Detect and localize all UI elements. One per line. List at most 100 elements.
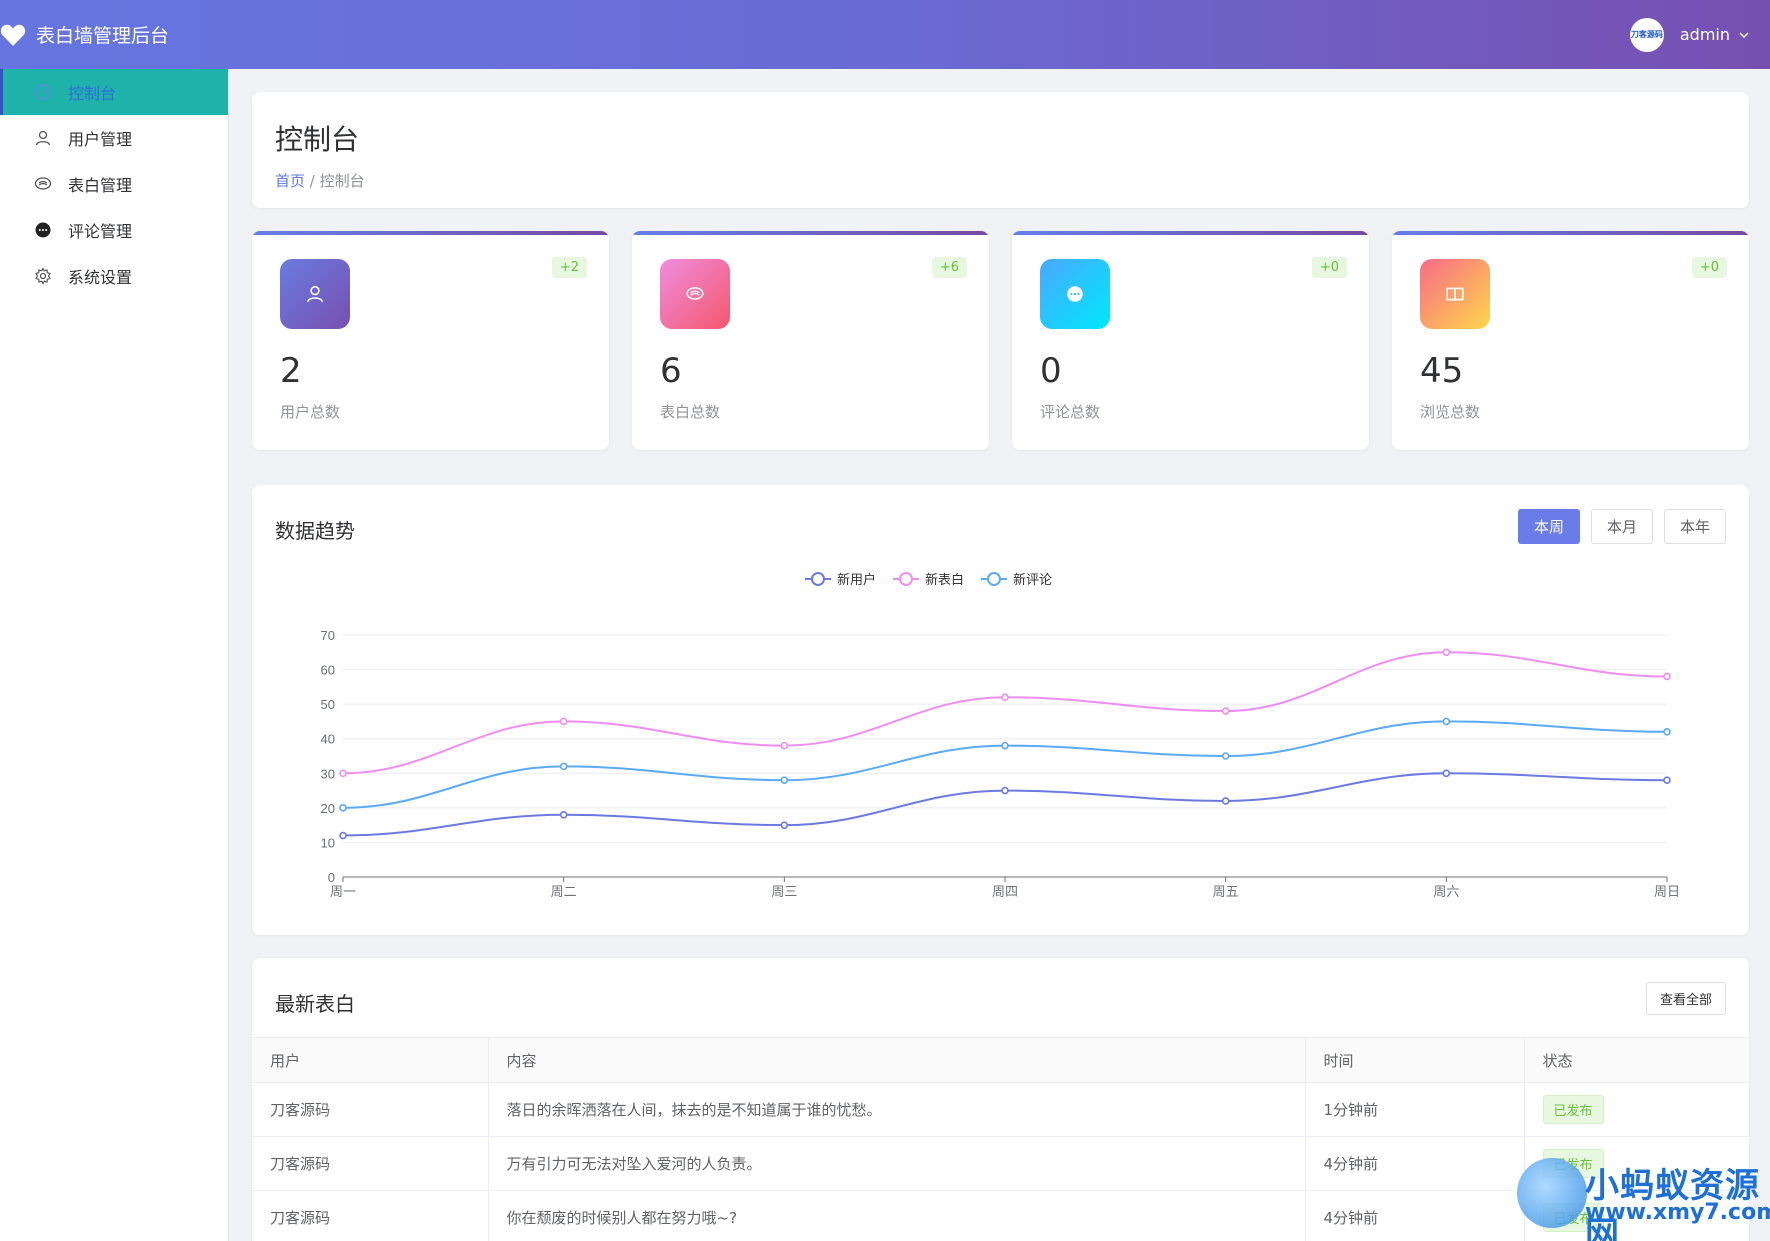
series-line-2 [342, 720, 1668, 809]
data-point [780, 741, 789, 750]
stat-delta-badge: +6 [931, 257, 967, 278]
sidebar: 控制台 用户管理 表白管理 评论管理 系统设置 [0, 69, 229, 1241]
cell-content: 万有引力可无法对坠入爱河的人负责。 [488, 1136, 1306, 1191]
data-point [1442, 648, 1451, 657]
sidebar-item-dashboard[interactable]: 控制台 [0, 69, 228, 115]
range-month-button[interactable]: 本月 [1591, 509, 1653, 544]
stat-value: 2 [280, 351, 302, 391]
y-tick-label: 10 [321, 835, 335, 850]
legend-label: 新表白 [925, 572, 964, 587]
sidebar-item-confessions[interactable]: 表白管理 [0, 161, 228, 207]
view-all-button[interactable]: 查看全部 [1646, 982, 1726, 1015]
table-row[interactable]: 刀客源码 你在颓废的时候别人都在努力哦~? 4分钟前 已发布 [252, 1190, 1749, 1241]
data-point [1001, 786, 1009, 795]
stat-card-comments: +0 0 评论总数 [1012, 231, 1369, 450]
sidebar-item-comments[interactable]: 评论管理 [0, 207, 228, 253]
breadcrumb-current: 控制台 [319, 172, 365, 190]
data-point [1221, 797, 1230, 805]
heart-chat-icon [34, 175, 52, 193]
breadcrumb: 首页 / 控制台 [275, 170, 1749, 191]
stat-label: 评论总数 [1040, 403, 1101, 421]
watermark-url: www.xmy7.com [1585, 1200, 1770, 1225]
legend-marker [987, 572, 1001, 586]
x-tick-label: 周五 [1213, 884, 1239, 899]
user-icon [34, 129, 52, 147]
data-point [559, 810, 568, 819]
stat-label: 表白总数 [660, 403, 721, 421]
column-header-content[interactable]: 内容 [488, 1037, 1306, 1083]
column-header-time[interactable]: 时间 [1305, 1037, 1525, 1083]
stat-card-views: +0 45 浏览总数 [1392, 231, 1749, 450]
data-point [559, 717, 568, 726]
legend-marker [899, 572, 913, 586]
column-header-status[interactable]: 状态 [1524, 1037, 1749, 1083]
table-row[interactable]: 刀客源码 落日的余晖洒落在人间，抹去的是不知道属于谁的忧愁。 1分钟前 已发布 [252, 1082, 1749, 1137]
data-point [1001, 693, 1009, 702]
data-point [780, 821, 789, 829]
table-header-row: 用户 内容 时间 状态 [252, 1037, 1749, 1083]
data-point [339, 831, 347, 840]
range-week-button[interactable]: 本周 [1518, 509, 1580, 544]
stat-delta-badge: +2 [551, 257, 587, 278]
y-tick-label: 50 [321, 697, 335, 712]
stat-delta-badge: +0 [1311, 257, 1347, 278]
user-menu[interactable]: 刀客源码 admin [1629, 17, 1750, 52]
user-icon [280, 259, 350, 329]
chevron-down-icon[interactable] [1738, 29, 1750, 41]
x-tick-label: 周三 [771, 884, 797, 899]
data-point [1663, 776, 1671, 785]
series-line-0 [342, 772, 1668, 837]
legend-label: 新用户 [837, 572, 876, 587]
book-icon [1420, 259, 1490, 329]
cell-status: 已发布 [1524, 1082, 1749, 1137]
cell-time: 1分钟前 [1305, 1082, 1525, 1137]
x-tick-label: 周日 [1654, 884, 1680, 899]
data-point [339, 804, 347, 812]
stat-value: 45 [1420, 351, 1464, 391]
sidebar-item-users[interactable]: 用户管理 [0, 115, 228, 161]
sidebar-item-label: 表白管理 [68, 176, 133, 195]
stat-card-confessions: +6 6 表白总数 [632, 231, 989, 450]
cell-user: 刀客源码 [252, 1082, 489, 1137]
comment-icon [1040, 259, 1110, 329]
breadcrumb-home-link[interactable]: 首页 [275, 172, 306, 190]
cell-user: 刀客源码 [252, 1190, 489, 1241]
stat-card-users: +2 2 用户总数 [252, 231, 609, 450]
watermark: 小蚂蚁资源网 www.xmy7.com [1517, 1152, 1770, 1241]
stat-value: 6 [660, 351, 682, 391]
data-point [1442, 717, 1451, 726]
x-tick-label: 周二 [551, 884, 577, 899]
user-name[interactable]: admin [1679, 25, 1730, 44]
range-year-button[interactable]: 本年 [1664, 509, 1726, 544]
brand[interactable]: 表白墙管理后台 [0, 0, 229, 69]
status-badge: 已发布 [1542, 1095, 1604, 1124]
chart-section-title: 数据趋势 [275, 519, 355, 543]
data-point [1001, 741, 1009, 750]
table-section-title: 最新表白 [275, 992, 355, 1016]
data-point [1442, 769, 1451, 778]
x-tick-label: 周一 [330, 884, 356, 899]
cell-time: 4分钟前 [1305, 1136, 1525, 1191]
column-header-user[interactable]: 用户 [252, 1037, 489, 1083]
page-title: 控制台 [275, 123, 360, 156]
sidebar-item-settings[interactable]: 系统设置 [0, 253, 228, 299]
cell-user: 刀客源码 [252, 1136, 489, 1191]
trend-chart-card: 数据趋势 本周 本月 本年 0 10 20 30 40 50 60 70 周一 周二 周三 周四 周五 周… [252, 485, 1749, 935]
avatar[interactable]: 刀客源码 [1629, 17, 1664, 52]
comment-icon [34, 221, 52, 239]
data-point [1663, 728, 1671, 736]
y-tick-label: 20 [321, 801, 335, 816]
y-tick-label: 40 [321, 732, 335, 747]
series-line-1 [342, 651, 1668, 775]
sidebar-item-label: 系统设置 [68, 268, 133, 287]
legend-marker [811, 572, 825, 586]
cell-time: 4分钟前 [1305, 1190, 1525, 1241]
heart-icon [0, 24, 26, 46]
data-point [559, 762, 568, 771]
y-tick-label: 60 [321, 663, 335, 678]
sidebar-item-label: 用户管理 [68, 130, 133, 149]
sidebar-item-label: 评论管理 [68, 222, 133, 241]
stat-delta-badge: +0 [1691, 257, 1727, 278]
top-header: 表白墙管理后台 刀客源码 admin [0, 0, 1770, 69]
y-tick-label: 70 [321, 628, 335, 643]
